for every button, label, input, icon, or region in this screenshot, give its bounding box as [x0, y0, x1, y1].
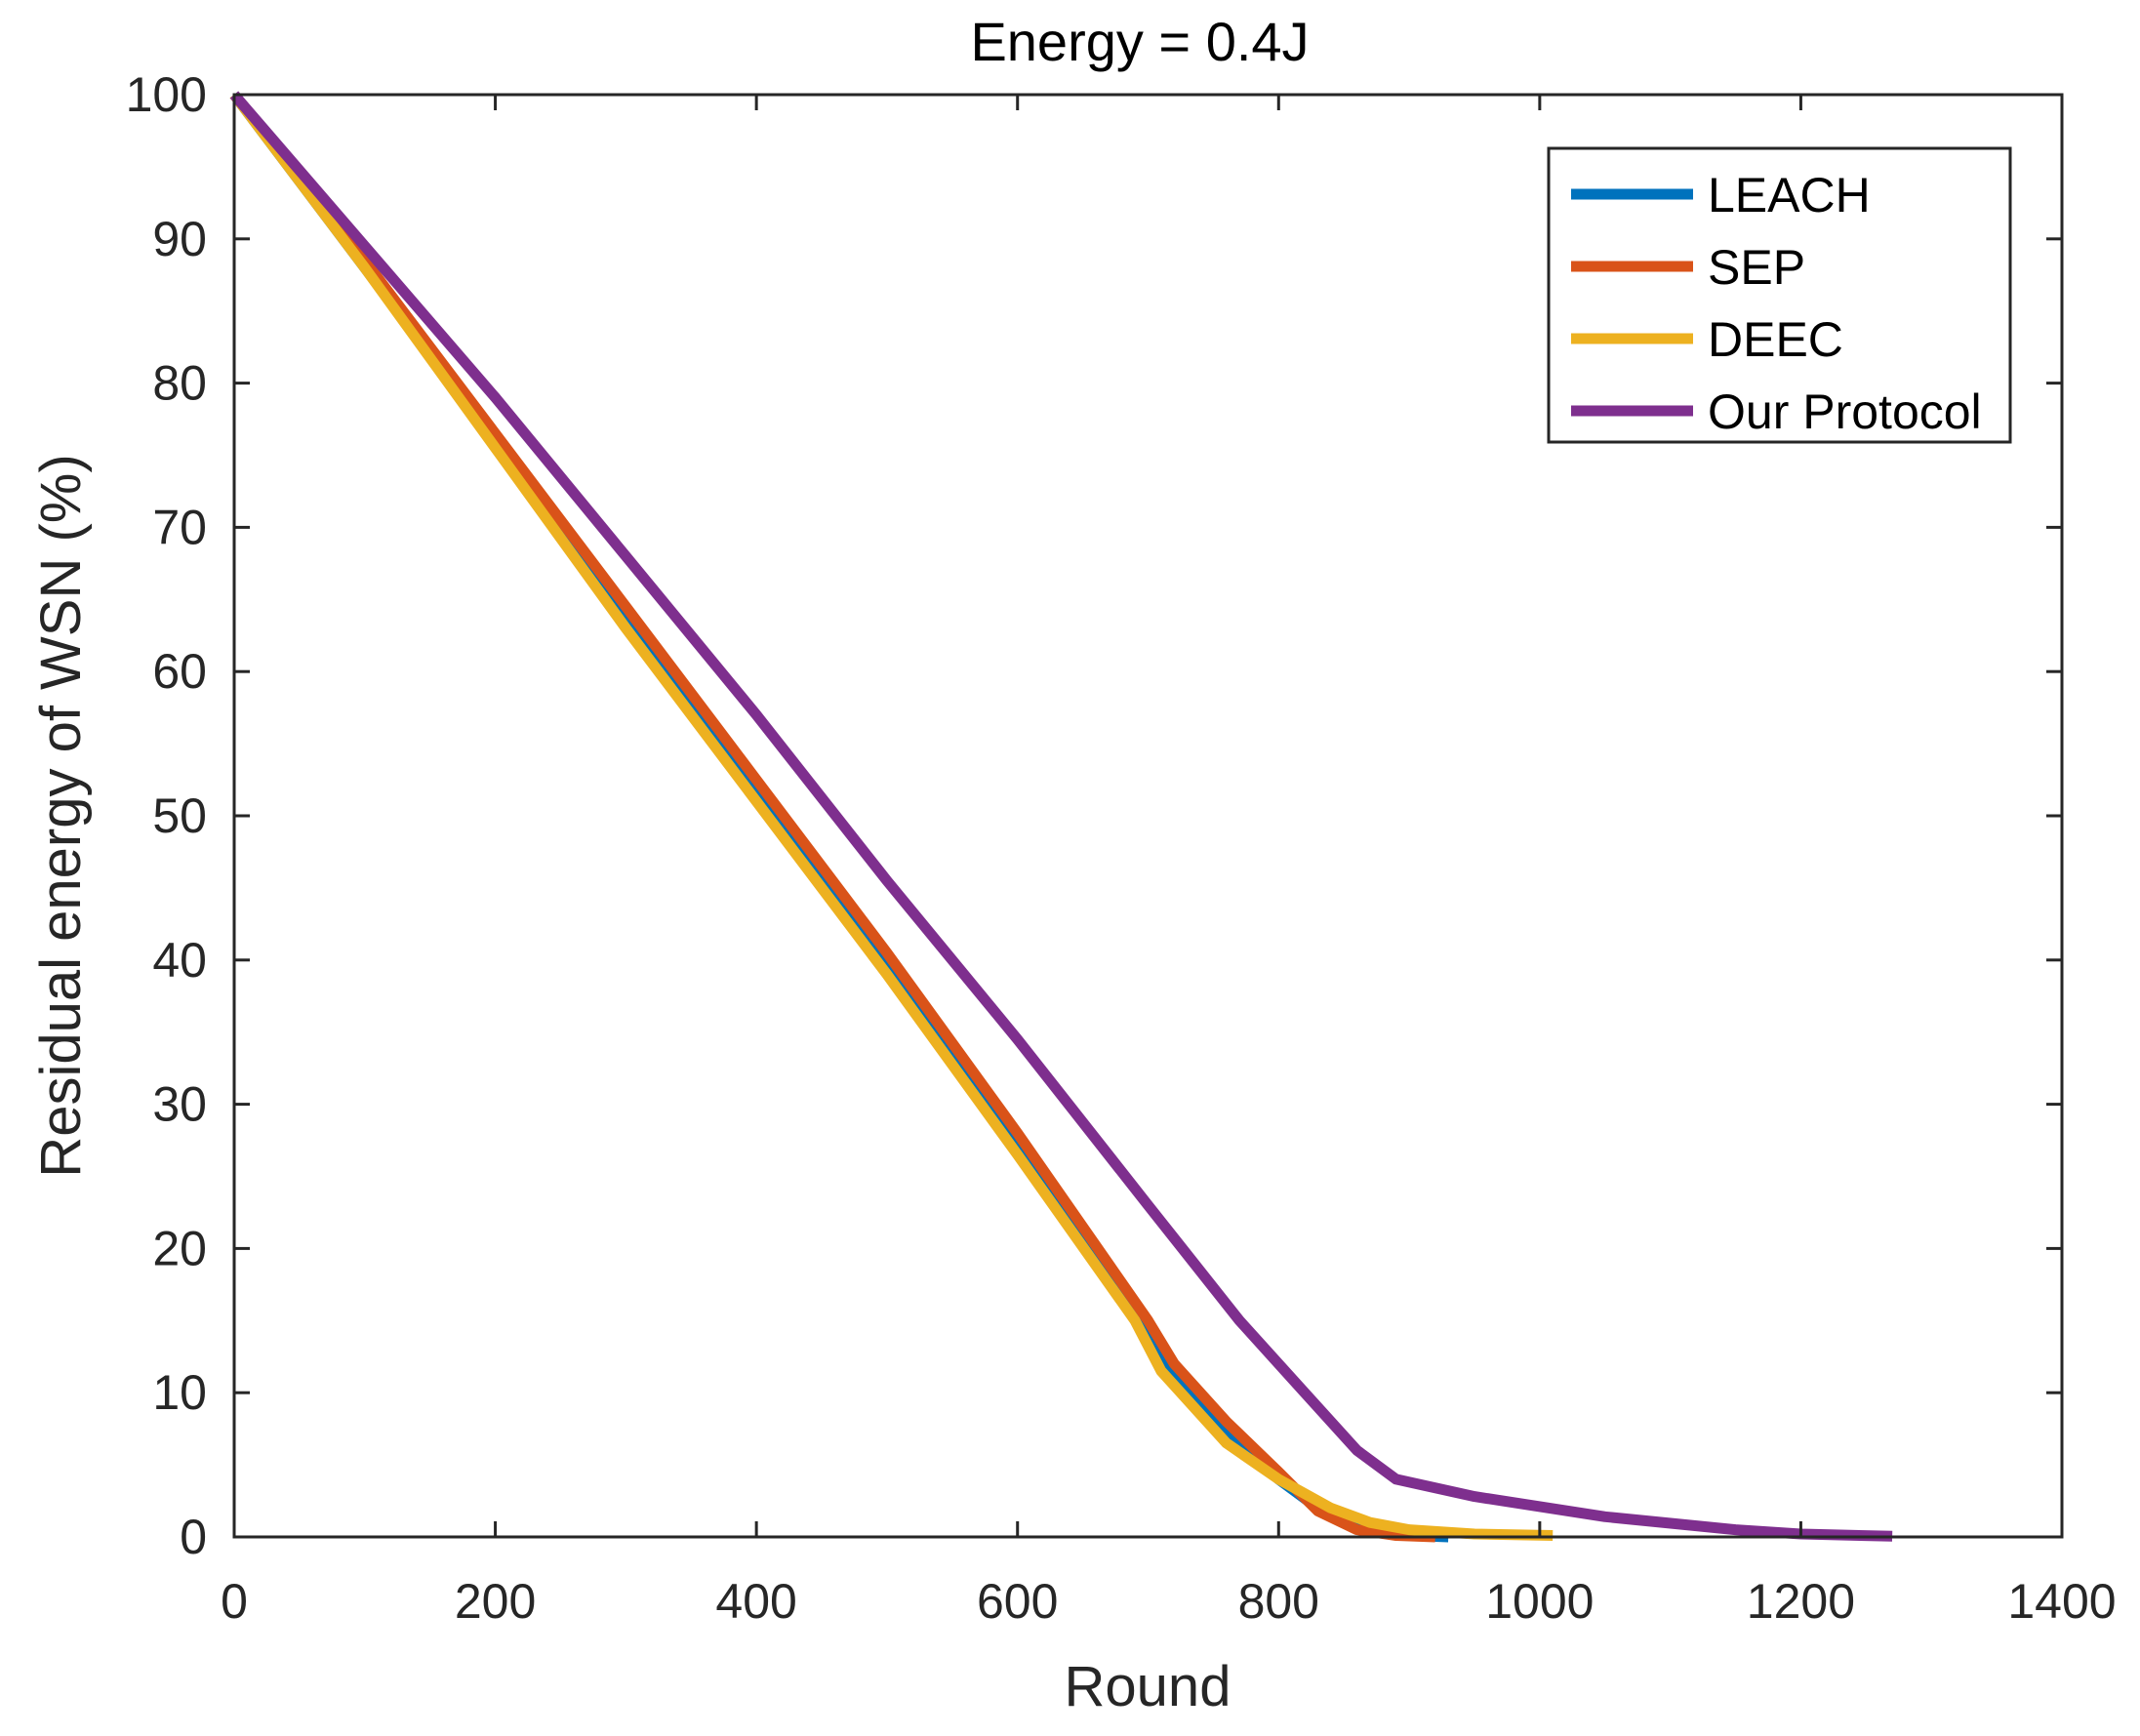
y-tick-label: 80 [152, 356, 207, 411]
y-axis-label: Residual energy of WSN (%) [29, 454, 93, 1177]
legend-items: LEACH SEP DEEC Our Protocol [1571, 168, 1982, 439]
y-tick-label: 50 [152, 788, 207, 843]
x-tick-label: 800 [1238, 1574, 1319, 1629]
y-tick-label: 20 [152, 1221, 207, 1275]
x-tick-label: 1000 [1485, 1574, 1594, 1629]
y-tick-label: 70 [152, 500, 207, 554]
y-tick-label: 40 [152, 933, 207, 988]
x-tick-label: 0 [221, 1574, 248, 1629]
x-tick-label: 200 [455, 1574, 536, 1629]
series-layer [229, 91, 1893, 1543]
y-axis: 0 10 20 30 40 50 60 70 80 90 100 [126, 67, 2062, 1564]
y-tick-label: 100 [126, 67, 207, 122]
legend: LEACH SEP DEEC Our Protocol [1547, 146, 2012, 444]
series-line-deec [229, 91, 1554, 1541]
y-tick-label: 60 [152, 644, 207, 699]
y-tick-label: 0 [180, 1510, 207, 1564]
series-line-sep [229, 91, 1436, 1543]
legend-label: DEEC [1708, 312, 1843, 367]
x-tick-label: 1400 [2007, 1574, 2116, 1629]
legend-label: Our Protocol [1708, 384, 1982, 439]
y-tick-label: 10 [152, 1365, 207, 1420]
legend-label: SEP [1708, 240, 1805, 295]
x-tick-label: 400 [715, 1574, 796, 1629]
series-line-our-protocol [229, 91, 1893, 1542]
x-axis-label: Round [1065, 1655, 1232, 1718]
x-axis: 0 200 400 600 800 1000 1200 1400 [221, 95, 2117, 1629]
legend-label: LEACH [1708, 168, 1871, 222]
chart-title: Energy = 0.4J [970, 11, 1309, 72]
x-tick-label: 600 [977, 1574, 1058, 1629]
x-tick-label: 1200 [1747, 1574, 1855, 1629]
y-tick-label: 30 [152, 1077, 207, 1132]
y-tick-label: 90 [152, 212, 207, 266]
